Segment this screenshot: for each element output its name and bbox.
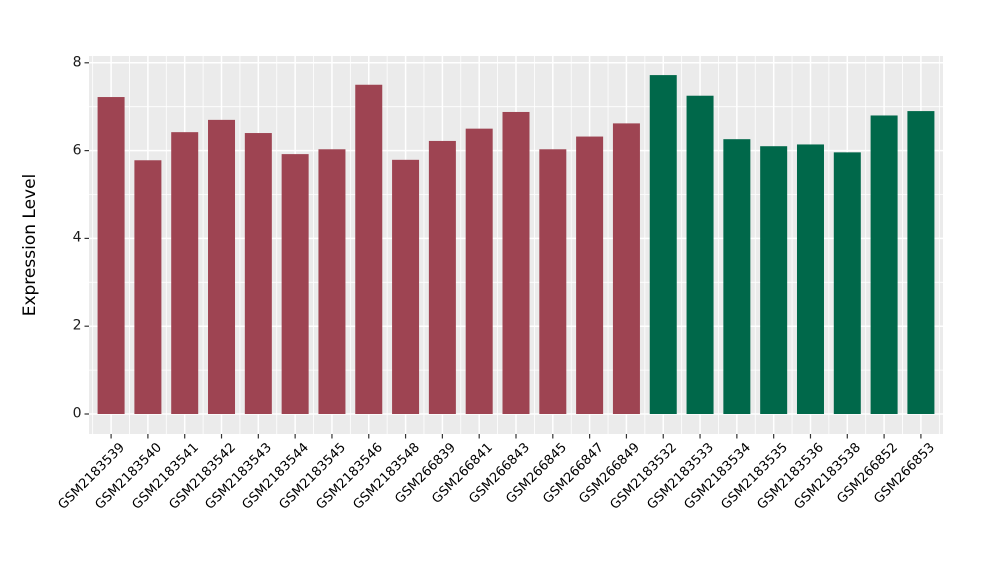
bar-GSM2183545 <box>318 149 346 414</box>
bar-GSM2183539 <box>97 97 125 415</box>
bar-GSM2183548 <box>392 159 420 414</box>
bar-GSM2183536 <box>796 144 824 415</box>
bar-GSM2183544 <box>281 154 309 414</box>
bar-GSM266845 <box>539 149 567 414</box>
bar-GSM2183540 <box>134 160 162 414</box>
y-axis-title: Expression Level <box>20 173 40 317</box>
y-tick-label-6: 6 <box>72 142 82 159</box>
bar-GSM266839 <box>428 140 456 414</box>
y-tick-label-4: 4 <box>72 230 82 247</box>
bar-GSM2183534 <box>723 139 751 414</box>
bar-GSM2183533 <box>686 95 714 414</box>
y-tick-label-8: 8 <box>72 54 82 71</box>
bar-GSM266849 <box>612 123 640 414</box>
bar-GSM2183538 <box>833 152 861 414</box>
y-tick-label-0: 0 <box>72 405 82 422</box>
bar-GSM266853 <box>907 111 935 414</box>
bar-GSM2183546 <box>355 84 383 414</box>
bar-GSM266843 <box>502 111 530 414</box>
bar-GSM2183542 <box>208 119 236 415</box>
bar-GSM266841 <box>465 128 493 414</box>
bar-GSM266847 <box>576 136 604 414</box>
bar-GSM2183532 <box>649 75 677 414</box>
bar-GSM2183541 <box>171 132 199 415</box>
bar-GSM2183543 <box>244 133 272 415</box>
bar-GSM2183535 <box>760 146 788 414</box>
bar-GSM266852 <box>870 115 898 414</box>
y-tick-label-2: 2 <box>72 317 82 334</box>
